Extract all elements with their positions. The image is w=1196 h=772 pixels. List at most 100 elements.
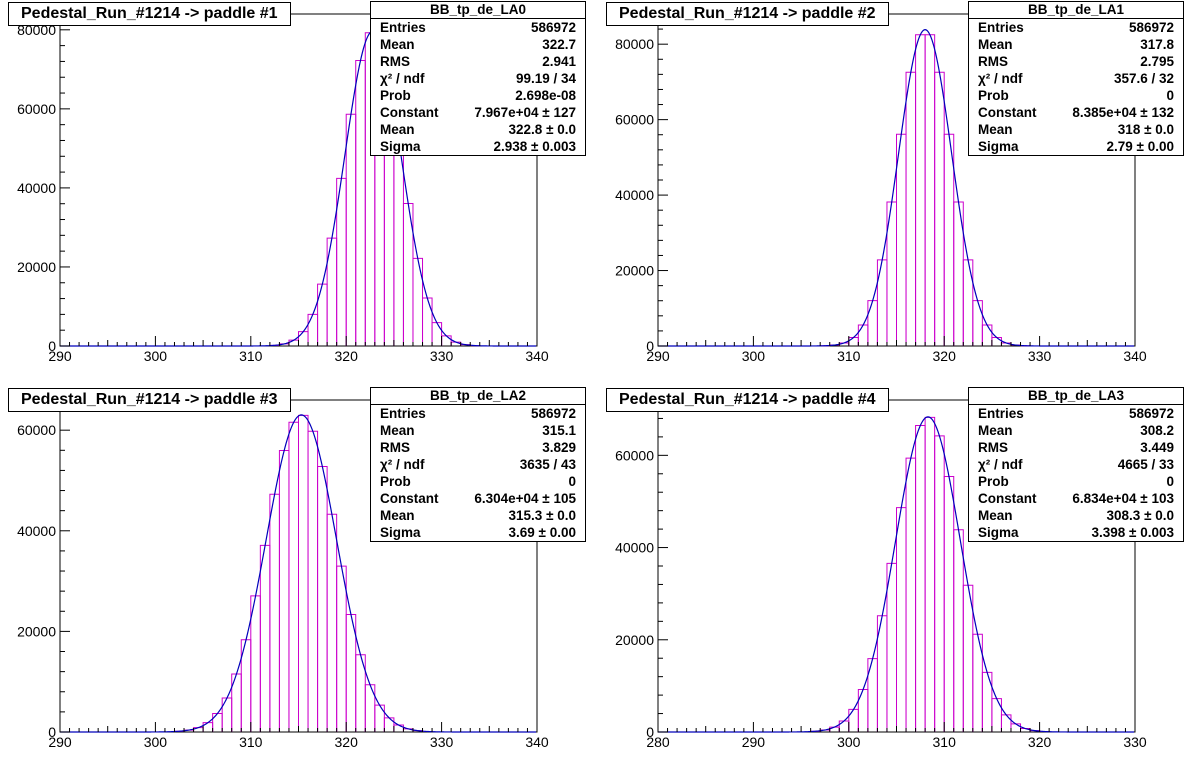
y-tick-label: 20000 <box>17 623 56 639</box>
histogram-pad-3: 290 300 310 320 330 340 0 20000 40000 60000 Pedes… <box>0 386 598 772</box>
gaussian-fit-curve <box>60 30 537 347</box>
stats-label: χ² / ndf <box>380 457 425 472</box>
stats-label: Prob <box>380 474 411 489</box>
stats-label: Constant <box>978 105 1037 120</box>
stats-row: Mean 322.8 ± 0.0 <box>371 121 585 138</box>
x-tick-label: 340 <box>525 734 549 750</box>
y-tick-label: 60000 <box>17 422 56 438</box>
stats-label: Prob <box>978 474 1009 489</box>
histogram-bin <box>905 71 917 346</box>
stats-label: Sigma <box>978 525 1019 540</box>
y-tick-label: 20000 <box>615 632 654 648</box>
stats-label: RMS <box>978 440 1008 455</box>
histogram-bin <box>924 416 936 732</box>
histogram-bin <box>1010 723 1022 732</box>
stats-value: 2.795 <box>1140 54 1174 69</box>
x-tick-label: 300 <box>837 734 861 750</box>
stats-label: Entries <box>978 20 1024 35</box>
histogram-bin <box>355 59 366 346</box>
histogram-bin <box>259 544 271 732</box>
histogram-bin <box>383 717 395 732</box>
stats-row: Constant 6.834e+04 ± 103 <box>969 490 1183 507</box>
y-tick-label: 60000 <box>17 101 56 117</box>
histogram-bin <box>943 133 955 346</box>
histogram-pad-1: 290 300 310 320 330 340 0 20000 40000 60000 80000 … <box>0 0 598 386</box>
x-tick-label: 280 <box>646 734 670 750</box>
stats-row: Prob 0 <box>969 473 1183 490</box>
stats-label: Constant <box>380 105 439 120</box>
stats-row: RMS 2.941 <box>371 53 585 70</box>
y-tick-label: 80000 <box>615 36 654 52</box>
plot-title: Pedestal_Run_#1214 -> paddle #4 <box>606 388 889 412</box>
stats-label: RMS <box>380 54 410 69</box>
histogram-bin <box>326 513 338 732</box>
stats-value: 4665 / 33 <box>1117 457 1174 472</box>
stats-row: Entries 586972 <box>969 19 1183 36</box>
histogram-bin <box>317 283 328 346</box>
stats-value: 586972 <box>1128 406 1174 421</box>
histogram-bin <box>991 336 1002 346</box>
histogram-bin <box>345 113 357 346</box>
stats-row: Entries 586972 <box>371 19 585 36</box>
stats-row: Sigma 2.938 ± 0.003 <box>371 138 585 155</box>
histogram-bin <box>896 507 907 732</box>
stats-label: Mean <box>380 37 415 52</box>
x-tick-label: 310 <box>837 348 861 364</box>
stats-value: 7.967e+04 ± 127 <box>474 105 576 120</box>
stats-value: 3.69 ± 0.00 <box>508 525 576 540</box>
stats-label: Sigma <box>380 525 421 540</box>
histogram-bin <box>905 457 917 732</box>
stats-label: Entries <box>978 406 1024 421</box>
stats-row: Entries 586972 <box>371 405 585 422</box>
stats-value: 6.834e+04 ± 103 <box>1072 491 1174 506</box>
y-tick-label: 40000 <box>615 187 654 203</box>
histogram-bin <box>953 529 964 732</box>
stats-value: 0 <box>1166 88 1174 103</box>
stats-label: Prob <box>978 88 1009 103</box>
stats-row: Prob 2.698e-08 <box>371 87 585 104</box>
histogram-bin <box>848 336 859 346</box>
stats-row: Sigma 2.79 ± 0.00 <box>969 138 1183 155</box>
stats-label: Sigma <box>978 139 1019 154</box>
gaussian-fit-curve <box>658 416 1135 733</box>
histogram-bin <box>278 449 290 732</box>
histogram-bin <box>867 300 878 346</box>
histogram-bin <box>250 595 261 732</box>
y-tick-label: 0 <box>48 338 56 354</box>
y-tick-label: 60000 <box>615 447 654 463</box>
plot-title: Pedestal_Run_#1214 -> paddle #3 <box>8 388 291 412</box>
stats-value: 315.3 ± 0.0 <box>508 508 576 523</box>
stats-label: Mean <box>380 423 415 438</box>
stats-header: BB_tp_de_LA3 <box>969 388 1183 405</box>
stats-value: 308.3 ± 0.0 <box>1106 508 1174 523</box>
histogram-bin <box>962 259 974 346</box>
stats-row: χ² / ndf 3635 / 43 <box>371 456 585 473</box>
stats-value: 322.7 <box>542 37 576 52</box>
stats-row: RMS 3.449 <box>969 439 1183 456</box>
histogram-bin <box>307 430 319 732</box>
y-tick-label: 20000 <box>17 259 56 275</box>
stats-row: Sigma 3.69 ± 0.00 <box>371 524 585 541</box>
histogram-bin <box>934 71 945 346</box>
x-tick-label: 300 <box>144 734 168 750</box>
histogram-bin <box>1000 714 1012 732</box>
stats-row: Mean 308.3 ± 0.0 <box>969 507 1183 524</box>
stats-label: Mean <box>978 122 1013 137</box>
stats-label: Mean <box>380 122 415 137</box>
x-tick-label: 340 <box>525 348 549 364</box>
y-tick-label: 40000 <box>17 523 56 539</box>
stats-row: χ² / ndf 99.19 / 34 <box>371 70 585 87</box>
histogram-bin <box>374 704 385 732</box>
histogram-bin <box>336 565 347 732</box>
stats-label: Mean <box>978 423 1013 438</box>
stats-row: χ² / ndf 4665 / 33 <box>969 456 1183 473</box>
stats-label: Entries <box>380 406 426 421</box>
histogram-bin <box>962 584 974 732</box>
stats-value: 586972 <box>530 20 576 35</box>
x-tick-label: 330 <box>1028 348 1052 364</box>
stats-value: 357.6 / 32 <box>1113 71 1174 86</box>
stats-label: χ² / ndf <box>978 71 1023 86</box>
histogram-bin <box>896 133 907 346</box>
stats-value: 318 ± 0.0 <box>1117 122 1174 137</box>
stats-box: BB_tp_de_LA1 Entries 586972 Mean 317.8 RMS 2.… <box>968 1 1184 156</box>
